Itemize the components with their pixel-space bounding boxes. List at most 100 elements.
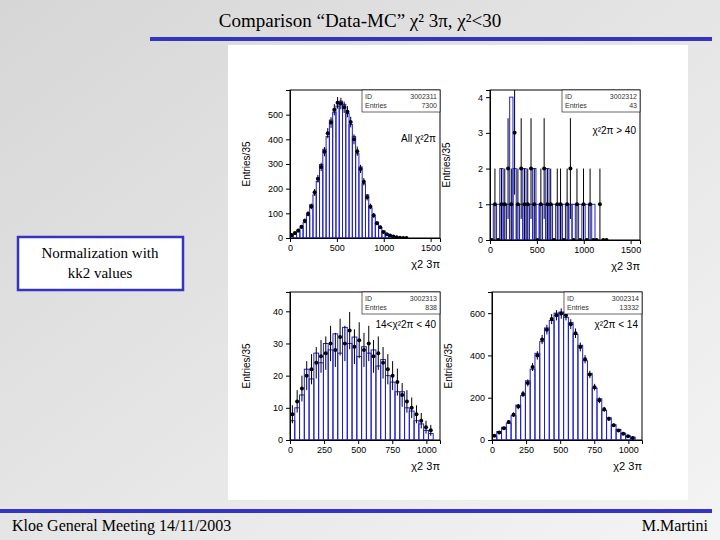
y-tick: 30 — [273, 339, 290, 349]
histogram-bin — [521, 396, 526, 440]
histogram-bin — [597, 399, 602, 440]
data-point — [372, 213, 376, 217]
y-tick-mark — [286, 376, 290, 377]
histogram-bin — [414, 421, 419, 440]
x-tick: 500 — [330, 238, 345, 253]
data-point — [519, 167, 523, 171]
stats-value: 838 — [425, 304, 437, 311]
y-tick-mark — [488, 313, 492, 314]
y-tick-label: 600 — [470, 309, 485, 319]
panel-title: All χ²2π — [401, 133, 436, 144]
data-point — [319, 354, 323, 358]
histogram-bin — [585, 204, 588, 240]
x-axis-title: χ2 3π — [411, 460, 440, 472]
histogram-bin — [579, 204, 582, 240]
data-point — [545, 328, 549, 332]
y-tick-mark — [286, 213, 290, 214]
data-point — [322, 150, 326, 154]
footer-rule — [0, 509, 712, 513]
x-tick: 0 — [288, 440, 293, 455]
x-axis-line — [291, 441, 441, 445]
slide-title: Comparison “Data-MC” χ² 3π, χ²<30 — [219, 10, 501, 31]
data-point — [382, 230, 386, 234]
stats-value: 43 — [629, 102, 637, 109]
y-tick-label: 0 — [480, 435, 485, 445]
data-point — [293, 231, 297, 235]
data-point — [497, 431, 501, 435]
data-point — [493, 202, 497, 206]
data-point — [626, 434, 630, 438]
data-point — [386, 367, 390, 371]
x-axis-title: χ2 3π — [611, 260, 640, 272]
data-point — [582, 202, 586, 206]
histogram-bin — [357, 356, 362, 440]
data-point — [365, 195, 369, 199]
x-tick-label: 1000 — [619, 445, 639, 455]
data-point — [410, 406, 414, 410]
y-tick-label: 10 — [273, 403, 283, 413]
stats-value: 3002311 — [410, 93, 437, 100]
data-point — [578, 238, 582, 240]
x-tick-mark — [584, 240, 585, 244]
data-point — [593, 385, 597, 389]
title-rule — [150, 37, 712, 41]
histogram-bin — [502, 427, 507, 440]
data-point — [503, 202, 507, 206]
stats-label: ID — [565, 93, 572, 100]
y-tick-mark — [488, 355, 492, 356]
data-point — [400, 393, 404, 397]
x-tick: 500 — [553, 440, 568, 455]
x-tick-mark — [426, 440, 427, 444]
histogram-panel: 02505007501000010203040χ2 3πEntries/3514… — [241, 292, 441, 472]
plot-area — [228, 45, 688, 500]
x-tick: 0 — [288, 238, 293, 253]
data-point — [295, 399, 299, 403]
x-tick-label: 250 — [519, 445, 534, 455]
note-text: Normalization with — [41, 245, 159, 261]
data-point — [612, 423, 616, 427]
data-point — [529, 167, 533, 171]
y-tick: 4 — [478, 93, 490, 103]
y-tick-mark — [486, 97, 490, 98]
data-point — [550, 317, 554, 321]
y-tick: 20 — [273, 371, 290, 381]
histogram-bin — [338, 353, 343, 440]
data-point — [419, 419, 423, 423]
stats-label: ID — [365, 295, 372, 302]
stats-value: 7300 — [421, 102, 437, 109]
histogram-bin — [319, 363, 324, 440]
frame — [290, 292, 440, 440]
stats-box — [362, 90, 440, 112]
data-point — [348, 329, 352, 333]
data-point — [532, 202, 536, 206]
y-tick: 0 — [480, 435, 492, 445]
note-text: kk2 values — [68, 265, 133, 281]
data-point — [378, 225, 382, 229]
histogram-bin — [390, 382, 395, 440]
data-point — [549, 202, 553, 206]
x-tick-label: 500 — [530, 245, 545, 255]
x-tick-label: 0 — [288, 243, 293, 253]
y-tick-mark — [286, 189, 290, 190]
y-tick-label: 200 — [268, 184, 283, 194]
x-tick-label: 1500 — [421, 243, 441, 253]
y-tick-label: 200 — [470, 393, 485, 403]
stats-label: Entries — [567, 304, 589, 311]
data-point — [316, 177, 320, 181]
y-tick-mark — [286, 164, 290, 165]
data-point — [375, 221, 379, 225]
data-point — [314, 361, 318, 365]
x-tick: 1000 — [619, 440, 639, 455]
data-point — [569, 322, 573, 326]
x-tick: 1000 — [374, 238, 394, 253]
data-point — [559, 312, 563, 316]
x-tick: 500 — [351, 440, 366, 455]
data-point — [309, 204, 313, 208]
y-tick: 500 — [268, 110, 290, 120]
histogram-bin — [376, 366, 381, 440]
stats-label: ID — [365, 93, 372, 100]
y-tick-label: 400 — [470, 351, 485, 361]
data-point — [526, 202, 530, 206]
y-tick-label: 40 — [273, 307, 283, 317]
histogram-bin — [309, 379, 314, 440]
